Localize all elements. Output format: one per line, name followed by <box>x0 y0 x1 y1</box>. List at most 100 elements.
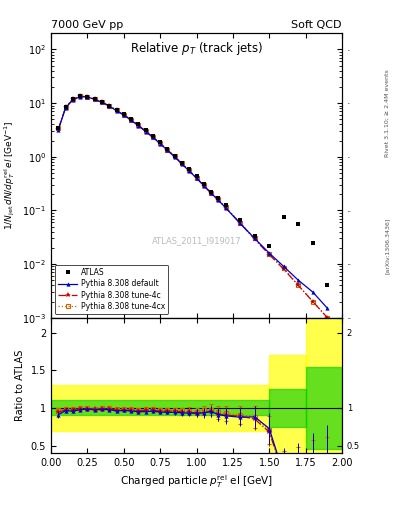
ATLAS <box>92 96 97 102</box>
ATLAS <box>281 214 286 220</box>
Text: Soft QCD: Soft QCD <box>292 19 342 30</box>
Pythia 8.308 default <box>92 96 97 102</box>
ATLAS <box>121 111 126 117</box>
Pythia 8.308 default <box>252 236 257 242</box>
Pythia 8.308 tune-4c <box>129 117 134 123</box>
ATLAS <box>158 139 163 145</box>
Pythia 8.308 tune-4cx <box>56 125 61 131</box>
ATLAS <box>129 116 134 122</box>
Pythia 8.308 default <box>121 112 126 118</box>
Pythia 8.308 tune-4cx <box>216 197 221 203</box>
Pythia 8.308 tune-4cx <box>325 314 330 321</box>
Pythia 8.308 default <box>325 305 330 311</box>
Pythia 8.308 tune-4c <box>202 182 206 188</box>
ATLAS <box>151 133 155 139</box>
Pythia 8.308 tune-4c <box>151 134 155 140</box>
Pythia 8.308 default <box>267 250 272 256</box>
ATLAS <box>63 104 68 110</box>
Pythia 8.308 default <box>143 129 148 135</box>
ATLAS <box>100 99 105 105</box>
Pythia 8.308 tune-4cx <box>173 153 177 159</box>
Pythia 8.308 default <box>310 289 315 295</box>
Pythia 8.308 default <box>78 94 83 100</box>
Pythia 8.308 tune-4cx <box>114 107 119 113</box>
Pythia 8.308 tune-4cx <box>100 99 105 105</box>
Pythia 8.308 tune-4c <box>136 122 141 129</box>
Pythia 8.308 tune-4c <box>173 154 177 160</box>
ATLAS <box>165 146 170 152</box>
Pythia 8.308 tune-4c <box>114 108 119 114</box>
ATLAS <box>136 121 141 127</box>
Pythia 8.308 default <box>194 175 199 181</box>
Pythia 8.308 tune-4cx <box>151 134 155 140</box>
Text: 7000 GeV pp: 7000 GeV pp <box>51 19 123 30</box>
ATLAS <box>187 166 192 173</box>
ATLAS <box>296 221 301 227</box>
Pythia 8.308 tune-4c <box>85 94 90 100</box>
Pythia 8.308 default <box>223 205 228 211</box>
Line: ATLAS: ATLAS <box>56 94 330 288</box>
Pythia 8.308 tune-4c <box>267 251 272 258</box>
Pythia 8.308 tune-4cx <box>281 265 286 271</box>
Pythia 8.308 tune-4c <box>121 112 126 118</box>
Pythia 8.308 tune-4c <box>223 204 228 210</box>
Pythia 8.308 default <box>238 220 242 226</box>
ATLAS <box>56 124 61 131</box>
ATLAS <box>325 282 330 288</box>
Pythia 8.308 tune-4c <box>194 175 199 181</box>
Pythia 8.308 default <box>281 263 286 269</box>
Legend: ATLAS, Pythia 8.308 default, Pythia 8.308 tune-4c, Pythia 8.308 tune-4cx: ATLAS, Pythia 8.308 default, Pythia 8.30… <box>55 265 168 314</box>
Pythia 8.308 tune-4cx <box>63 104 68 110</box>
Pythia 8.308 tune-4c <box>209 190 213 196</box>
ATLAS <box>202 181 206 187</box>
ATLAS <box>223 202 228 208</box>
Pythia 8.308 tune-4c <box>310 298 315 305</box>
Pythia 8.308 default <box>100 99 105 105</box>
Pythia 8.308 tune-4cx <box>209 189 213 196</box>
Pythia 8.308 tune-4cx <box>252 236 257 242</box>
Line: Pythia 8.308 default: Pythia 8.308 default <box>56 95 329 310</box>
Pythia 8.308 tune-4cx <box>143 127 148 134</box>
Pythia 8.308 tune-4cx <box>136 122 141 128</box>
Pythia 8.308 tune-4c <box>281 266 286 272</box>
Pythia 8.308 default <box>85 94 90 100</box>
Pythia 8.308 default <box>296 277 301 283</box>
Pythia 8.308 tune-4c <box>78 93 83 99</box>
ATLAS <box>114 106 119 113</box>
Pythia 8.308 default <box>151 134 155 140</box>
Text: [arXiv:1306.3436]: [arXiv:1306.3436] <box>385 218 389 274</box>
Pythia 8.308 default <box>114 108 119 114</box>
Line: Pythia 8.308 tune-4c: Pythia 8.308 tune-4c <box>55 94 330 321</box>
Pythia 8.308 tune-4c <box>158 140 163 146</box>
Pythia 8.308 tune-4cx <box>223 204 228 210</box>
ATLAS <box>267 243 272 249</box>
Pythia 8.308 tune-4cx <box>296 282 301 288</box>
Pythia 8.308 tune-4cx <box>71 96 75 102</box>
Pythia 8.308 tune-4c <box>180 161 184 167</box>
Line: Pythia 8.308 tune-4cx: Pythia 8.308 tune-4cx <box>56 94 329 320</box>
Pythia 8.308 tune-4c <box>325 314 330 321</box>
Pythia 8.308 tune-4c <box>252 236 257 242</box>
Pythia 8.308 tune-4cx <box>310 298 315 305</box>
Text: Relative $p_T$ (track jets): Relative $p_T$ (track jets) <box>130 40 263 57</box>
Pythia 8.308 default <box>209 190 213 196</box>
Pythia 8.308 default <box>173 154 177 160</box>
Pythia 8.308 default <box>180 161 184 167</box>
Pythia 8.308 tune-4cx <box>267 251 272 257</box>
ATLAS <box>78 93 83 99</box>
Y-axis label: $1/N_{\rm jet}\,dN/dp^{\rm rel}_T\,el\;[{\rm GeV}^{-1}]$: $1/N_{\rm jet}\,dN/dp^{\rm rel}_T\,el\;[… <box>2 121 17 230</box>
ATLAS <box>107 102 112 109</box>
Pythia 8.308 tune-4c <box>143 128 148 134</box>
ATLAS <box>71 96 75 102</box>
ATLAS <box>143 127 148 134</box>
Pythia 8.308 default <box>216 197 221 203</box>
Pythia 8.308 tune-4cx <box>158 140 163 146</box>
Pythia 8.308 tune-4c <box>216 197 221 203</box>
Pythia 8.308 tune-4c <box>56 126 61 132</box>
Pythia 8.308 tune-4cx <box>180 160 184 166</box>
Pythia 8.308 tune-4cx <box>187 167 192 174</box>
Pythia 8.308 default <box>107 103 112 109</box>
Pythia 8.308 default <box>56 126 61 133</box>
ATLAS <box>194 174 199 180</box>
ATLAS <box>173 153 177 159</box>
